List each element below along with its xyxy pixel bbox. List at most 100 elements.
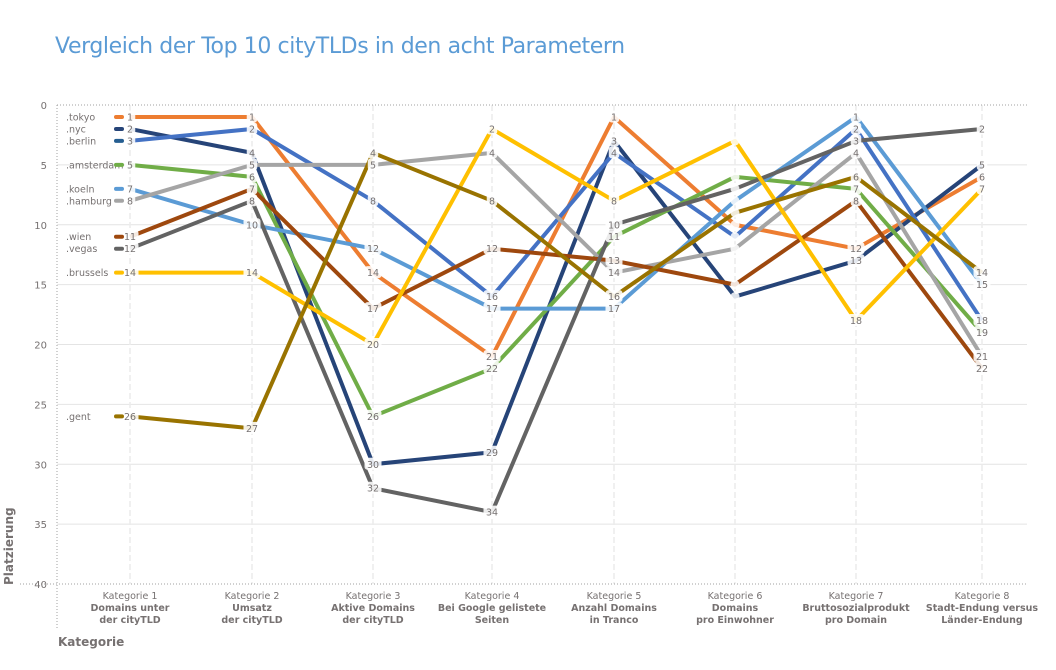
data-label: 4 [611, 148, 617, 159]
data-label-halo [124, 134, 136, 147]
data-label-halo [364, 481, 382, 494]
data-label: 7 [127, 184, 133, 195]
y-tick-label: 25 [34, 400, 47, 411]
data-label: 21 [486, 352, 498, 363]
data-label: 8 [127, 196, 133, 207]
data-label-halo [608, 134, 620, 147]
series-line-gent [129, 150, 984, 431]
data-label-halo [847, 242, 865, 255]
data-label: 2 [127, 124, 133, 135]
y-tick-label: 15 [34, 281, 47, 292]
y-tick-label: 10 [34, 221, 47, 232]
data-label: 7 [853, 184, 859, 195]
data-label: 5 [370, 160, 376, 171]
data-label-halo [973, 266, 991, 279]
data-label-halo [483, 505, 501, 518]
data-label-halo [850, 170, 862, 183]
series-line-brussels [130, 126, 984, 347]
y-tick-label: 30 [34, 460, 47, 471]
data-label-halo [367, 194, 379, 207]
x-tick-sublabel: Domains unter [91, 603, 170, 614]
data-label-halo [364, 409, 382, 422]
data-label-halo [486, 194, 498, 207]
data-label-halo [605, 290, 623, 303]
data-label: 7 [249, 184, 255, 195]
data-point-halo [730, 244, 740, 254]
data-label: 17 [608, 304, 620, 315]
y-tick-label: 0 [41, 101, 47, 112]
data-label: 5 [249, 160, 255, 171]
data-label: 1 [853, 112, 859, 123]
y-tick-label: 20 [34, 341, 47, 352]
data-label-halo [605, 254, 623, 267]
data-label: 14 [124, 268, 136, 279]
data-label-halo [847, 254, 865, 267]
data-point-halo [730, 292, 740, 302]
legend: .tokyo.nyc.berlin .amsterdam .koeln.hambur… [66, 112, 124, 423]
legend-label: .nyc [66, 124, 86, 135]
data-label-halo [246, 110, 258, 123]
data-label-halo [124, 158, 136, 171]
data-label: 16 [608, 292, 620, 303]
data-label: 14 [608, 268, 620, 279]
x-tick-sublabel: Seiten [475, 615, 510, 626]
data-label-halo [483, 445, 501, 458]
data-label-halo [124, 194, 136, 207]
data-label: 32 [367, 484, 379, 495]
legend-label: .gent [66, 412, 91, 423]
data-label-halo [973, 349, 991, 362]
data-label: 7 [979, 184, 985, 195]
data-label: 21 [976, 352, 988, 363]
data-label-halo [124, 182, 136, 195]
x-tick-sublabel: in Tranco [590, 615, 639, 626]
data-label-halo [483, 349, 501, 362]
data-label: 12 [486, 244, 498, 255]
data-label-halo [246, 170, 258, 183]
legend-label: .berlin [66, 136, 96, 147]
data-label-halo [121, 266, 139, 279]
data-label: 15 [976, 280, 988, 291]
x-tick-sublabel: pro Domain [825, 615, 887, 626]
data-label: 18 [850, 316, 862, 327]
data-label: 14 [367, 268, 379, 279]
data-label: 4 [853, 148, 859, 159]
data-label: 2 [979, 124, 985, 135]
data-label: 1 [127, 112, 133, 123]
data-label-halo [973, 278, 991, 291]
data-label: 3 [611, 136, 617, 147]
data-label-halo [483, 242, 501, 255]
data-label: 18 [976, 316, 988, 327]
data-label: 27 [246, 424, 258, 435]
x-tick-sublabel: Umsatz [232, 603, 272, 614]
series-line-amsterdam [129, 162, 984, 419]
x-tick-sublabel: der cityTLD [342, 615, 403, 626]
data-label: 1 [249, 112, 255, 123]
data-point-halo [730, 220, 740, 230]
data-label-halo [850, 110, 862, 123]
data-label-halo [608, 194, 620, 207]
data-label-halo [243, 266, 261, 279]
data-label-halo [973, 361, 991, 374]
legend-label: .vegas [66, 244, 97, 255]
x-tick-sublabel: der cityTLD [99, 615, 160, 626]
series-line-vegas [129, 126, 983, 515]
data-label: 11 [124, 232, 136, 243]
data-label: 6 [979, 172, 985, 183]
data-label: 6 [249, 172, 255, 183]
series-lines [129, 114, 984, 515]
data-label-halo [364, 457, 382, 470]
data-label: 22 [486, 364, 498, 375]
data-label: 34 [486, 508, 498, 519]
data-label-halo [367, 158, 379, 171]
x-tick-label: Kategorie 6 [708, 591, 763, 602]
series-line-koeln [129, 114, 984, 311]
data-point-halo [730, 280, 740, 290]
data-label-halo [246, 122, 258, 135]
x-tick-sublabel: Domains [712, 603, 759, 614]
category-guides [129, 105, 983, 584]
data-label-halo [121, 230, 139, 243]
data-point-halo [730, 196, 740, 206]
data-label: 2 [853, 124, 859, 135]
data-label-halo [973, 314, 991, 327]
data-label-halo [483, 361, 501, 374]
